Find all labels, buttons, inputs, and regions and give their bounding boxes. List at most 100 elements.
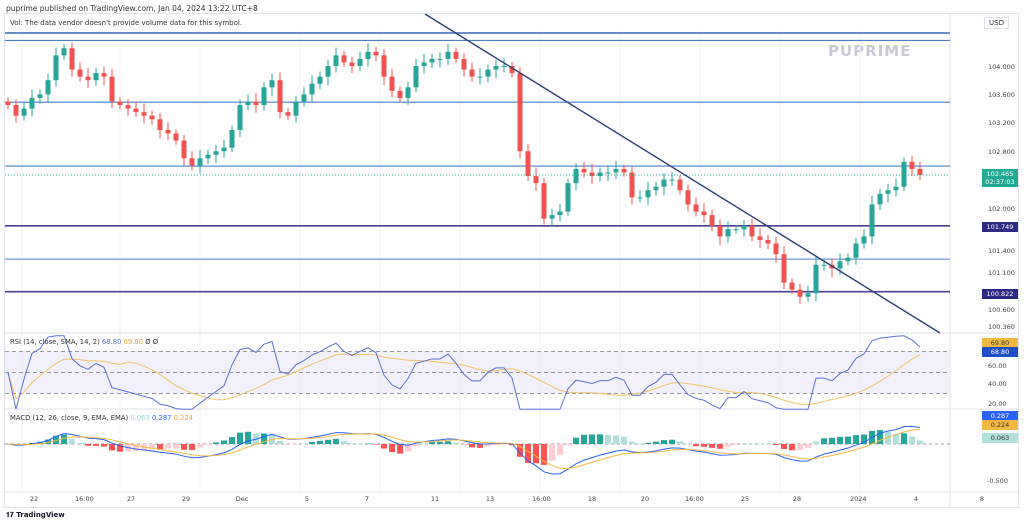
macd-line xyxy=(7,425,921,475)
macd-histogram-bar xyxy=(909,436,915,444)
candle-up xyxy=(605,172,611,174)
macd-histogram-bar xyxy=(669,439,675,444)
macd-histogram-bar xyxy=(61,434,67,444)
candle-down xyxy=(165,129,171,134)
candle-up xyxy=(357,58,363,66)
price-label: 103.600 xyxy=(988,91,1015,99)
macd-histogram-bar xyxy=(461,444,467,446)
last-price-tag: 102.465 02:37:03 xyxy=(982,169,1018,187)
time-axis-label: 16:00 xyxy=(685,495,704,503)
candle-down xyxy=(581,168,587,173)
level-tag: 100.822 xyxy=(982,289,1018,299)
candle-up xyxy=(637,197,643,199)
candle-up xyxy=(229,129,235,148)
price-label: 101.400 xyxy=(988,247,1015,255)
chart-frame[interactable] xyxy=(4,13,1019,508)
macd-histogram-bar xyxy=(541,444,547,465)
macd-histogram-bar xyxy=(229,437,235,444)
candle-up xyxy=(725,229,731,237)
time-axis-label: 5 xyxy=(304,495,310,503)
time-axis-label: Dec xyxy=(235,495,249,503)
candle-down xyxy=(589,172,595,177)
candle-down xyxy=(101,73,107,77)
rsi-title: RSI (14, close, SMA, 14, 2) xyxy=(10,338,100,346)
rsi-extra: Ø Ø xyxy=(145,338,159,346)
rsi-sma-line xyxy=(7,353,921,406)
price-label: 104.000 xyxy=(988,63,1015,71)
currency-button[interactable]: USD xyxy=(984,17,1009,29)
candle-down xyxy=(77,69,83,77)
candle-up xyxy=(597,172,603,177)
candle-up xyxy=(213,151,219,155)
candle-down xyxy=(461,58,467,70)
candle-down xyxy=(141,112,147,116)
candle-up xyxy=(437,58,443,60)
price-label: 100.600 xyxy=(988,306,1015,314)
macd-histogram-bar xyxy=(181,444,187,450)
candle-up xyxy=(309,83,315,95)
macd-histogram-bar xyxy=(709,444,715,448)
macd-histogram-bar xyxy=(493,444,499,446)
candle-down xyxy=(117,101,123,106)
macd-histogram-bar xyxy=(205,444,211,445)
macd-axis-label: -0.500 xyxy=(987,477,1008,485)
time-axis-label: 16:00 xyxy=(532,495,551,503)
candle-up xyxy=(37,94,43,98)
candle-down xyxy=(541,183,547,219)
tradingview-logo[interactable]: 𝟏𝟕 TradingView xyxy=(6,511,65,520)
candle-down xyxy=(181,140,187,159)
macd-histogram-bar xyxy=(237,432,243,444)
candle-up xyxy=(365,51,371,59)
tradingview-logo-text: TradingView xyxy=(16,511,65,519)
macd-histogram-bar xyxy=(853,435,859,444)
macd-histogram-bar xyxy=(133,444,139,451)
time-axis-label: 25 xyxy=(740,495,750,503)
macd-hist-tag: 0.063 xyxy=(982,433,1018,443)
macd-histogram-bar xyxy=(45,439,51,444)
price-label: 101.100 xyxy=(988,269,1015,277)
macd-histogram-bar xyxy=(301,443,307,445)
macd-histogram-bar xyxy=(485,444,491,447)
candle-up xyxy=(61,48,67,56)
candle-up xyxy=(45,80,51,95)
macd-histogram-bar xyxy=(373,444,379,445)
candle-up xyxy=(413,66,419,88)
candle-up xyxy=(269,80,275,88)
macd-histogram-bar xyxy=(749,443,755,445)
macd-histogram-bar xyxy=(325,439,331,444)
macd-histogram-bar xyxy=(213,442,219,444)
macd-histogram-bar xyxy=(581,434,587,444)
macd-histogram-bar xyxy=(877,429,883,444)
macd-histogram-bar xyxy=(901,433,907,444)
candle-down xyxy=(189,158,195,166)
macd-histogram-bar xyxy=(677,441,683,444)
macd-histogram-bar xyxy=(605,434,611,444)
time-axis-label: 8 xyxy=(979,495,985,503)
candle-down xyxy=(797,289,803,297)
candle-down xyxy=(717,225,723,237)
candle-up xyxy=(477,76,483,78)
candle-up xyxy=(645,190,651,198)
macd-histogram-bar xyxy=(789,444,795,451)
macd-histogram-bar xyxy=(109,444,115,451)
macd-histogram-bar xyxy=(389,444,395,453)
time-axis-label: 29 xyxy=(181,495,191,503)
candle-up xyxy=(821,264,827,266)
candle-up xyxy=(613,168,619,173)
publish-info: puprime published on TradingView.com, Ja… xyxy=(6,4,258,13)
candle-up xyxy=(293,101,299,116)
candle-down xyxy=(453,51,459,59)
time-axis-label: 13 xyxy=(485,495,495,503)
macd-signal-line xyxy=(7,428,921,470)
macd-histogram-bar xyxy=(357,443,363,445)
price-label: 102.000 xyxy=(988,205,1015,213)
macd-histogram-bar xyxy=(405,444,411,452)
macd-histogram-bar xyxy=(277,440,283,444)
time-axis-label: 2024 xyxy=(850,495,867,503)
macd-histogram-bar xyxy=(365,443,371,444)
macd-histogram-bar xyxy=(725,444,731,447)
macd-histogram-bar xyxy=(149,444,155,450)
candle-up xyxy=(93,73,99,81)
candle-down xyxy=(277,80,283,113)
